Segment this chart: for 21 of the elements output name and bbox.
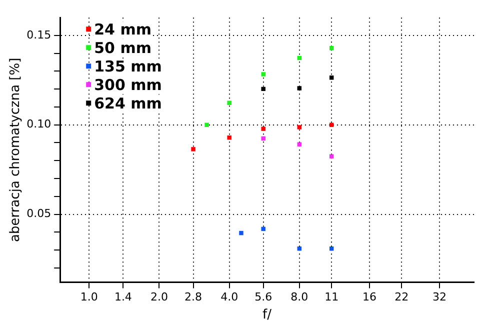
x-tick-label: 16 bbox=[362, 290, 376, 304]
legend-label: 50 mm bbox=[94, 38, 152, 57]
y-tick-label: 0.15 bbox=[26, 28, 52, 42]
legend-label: 24 mm bbox=[94, 20, 152, 38]
x-tick-label: 32 bbox=[432, 290, 447, 304]
x-tick-label: 11 bbox=[324, 290, 339, 304]
x-tick-label: 2.8 bbox=[184, 290, 202, 304]
legend-label: 135 mm bbox=[94, 57, 162, 76]
y-tick-label: 0.05 bbox=[26, 207, 52, 220]
x-tick-label: 1.4 bbox=[114, 290, 132, 304]
legend-label: 624 mm bbox=[94, 94, 162, 112]
x-tick-label: 1.0 bbox=[80, 290, 98, 304]
x-tick-label: 5.6 bbox=[254, 290, 272, 304]
x-tick-label: 4.0 bbox=[220, 290, 238, 304]
y-axis-title: aberracja chromatyczna [%] bbox=[8, 58, 24, 242]
x-tick-label: 8.0 bbox=[290, 290, 308, 304]
x-axis-title: f/ bbox=[262, 308, 272, 323]
legend-label: 300 mm bbox=[94, 76, 162, 94]
y-tick-label: 0.10 bbox=[26, 118, 52, 131]
x-tick-label: 2.0 bbox=[150, 290, 168, 304]
x-tick-label: 22 bbox=[394, 290, 409, 304]
